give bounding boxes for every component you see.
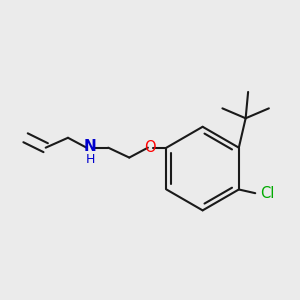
Text: Cl: Cl	[260, 186, 275, 201]
Text: N: N	[84, 139, 97, 154]
Text: O: O	[145, 140, 156, 155]
Text: H: H	[85, 153, 95, 166]
